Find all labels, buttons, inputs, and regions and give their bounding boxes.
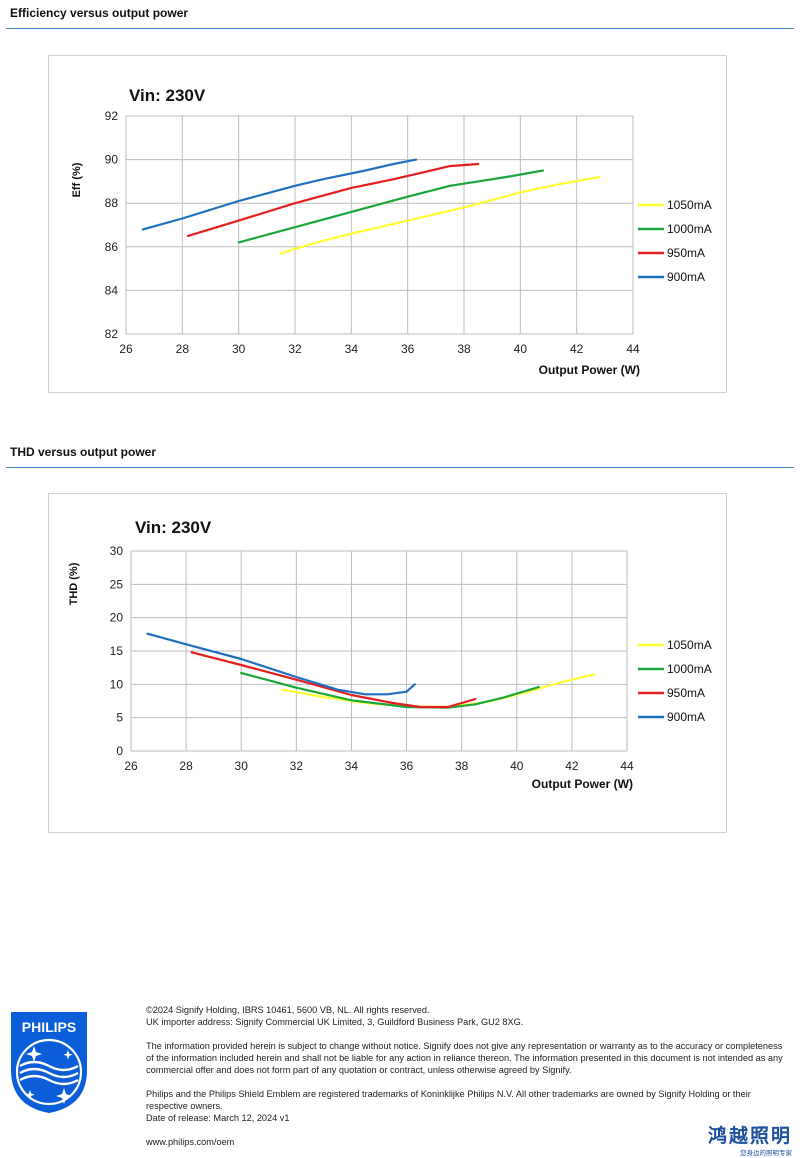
x-tick-label: 44 [620,759,634,773]
x-tick-label: 28 [179,759,193,773]
series-line-950mA [190,651,477,709]
x-tick-label: 28 [176,342,190,356]
y-tick-label: 10 [110,677,124,691]
y-tick-label: 5 [116,711,123,725]
y-axis-label: THD (%) [68,562,80,605]
section-divider [6,28,794,29]
y-tick-label: 0 [116,744,123,758]
x-tick-label: 38 [457,342,471,356]
y-tick-label: 84 [105,283,119,297]
philips-shield-icon: PHILIPS [11,1012,87,1113]
section-divider [6,467,794,468]
x-tick-label: 36 [401,342,415,356]
series-line-900mA [146,632,416,696]
svg-text:PHILIPS: PHILIPS [22,1019,76,1035]
legend-label-1050mA: 1050mA [667,638,712,652]
plot-area: 26 28 30 32 34 36 38 40 42 44 0 5 10 15 20 25 30 1050mA 10… [110,544,712,773]
x-tick-label: 44 [626,342,640,356]
series-line-950mA [186,162,480,237]
x-tick-label: 40 [514,342,528,356]
legend-label-1050mA: 1050mA [667,198,712,212]
y-tick-label: 90 [105,153,119,167]
x-tick-label: 34 [345,759,359,773]
x-tick-label: 34 [345,342,359,356]
series-line-1000mA [237,169,544,244]
y-tick-label: 92 [105,109,119,123]
release-date: Date of release: March 12, 2024 v1 [146,1113,290,1123]
y-tick-label: 20 [110,611,124,625]
chart-vin-label: Vin: 230V [129,86,206,105]
series-line-1050mA [279,175,601,255]
x-tick-label: 30 [235,759,249,773]
x-tick-label: 26 [124,759,138,773]
thd-chart-svg: Vin: 230V THD (%) Output Power (W) 26 28 3… [68,518,712,791]
x-axis-label: Output Power (W) [539,363,640,377]
chart-vin-label: Vin: 230V [135,518,212,537]
series-line-1050mA [281,673,595,709]
thd-section-title: THD versus output power [10,445,157,459]
plot-area: 26 28 30 32 34 36 38 40 42 44 82 84 86 88 90 92 1050mA 10… [105,109,712,356]
copyright-line: ©2024 Signify Holding, IBRS 10461, 5600 … [146,1005,430,1015]
x-tick-label: 30 [232,342,246,356]
thd-chart: Vin: 230V THD (%) Output Power (W) 26 28 3… [48,493,727,833]
legend-label-950mA: 950mA [667,246,705,260]
x-tick-label: 38 [455,759,469,773]
y-tick-label: 82 [105,327,119,341]
series-line-900mA [141,158,418,231]
x-tick-label: 42 [570,342,584,356]
legend-label-900mA: 900mA [667,270,705,284]
x-tick-label: 40 [510,759,524,773]
legend-label-1000mA: 1000mA [667,662,712,676]
y-axis-label: Eff (%) [71,162,83,197]
watermark-text: 鸿越照明 [707,1126,792,1147]
trademark-text: Philips and the Philips Shield Emblem ar… [146,1089,751,1111]
footer-legal: ©2024 Signify Holding, IBRS 10461, 5600 … [146,1004,791,1148]
y-tick-label: 86 [105,240,119,254]
philips-logo: PHILIPS [8,1010,90,1114]
watermark-subtext: 您身边的照明专家 [740,1150,792,1157]
y-tick-label: 15 [110,644,124,658]
efficiency-chart: Vin: 230V Eff (%) Output Power (W) 26 28 3… [48,55,727,393]
x-tick-label: 32 [288,342,302,356]
efficiency-chart-svg: Vin: 230V Eff (%) Output Power (W) 26 28 3… [71,86,712,377]
website-link[interactable]: www.philips.com/oem [146,1137,235,1147]
x-tick-label: 36 [400,759,414,773]
watermark-logo: 鸿越照明 您身边的照明专家 [707,1126,792,1158]
y-tick-label: 88 [105,196,119,210]
x-tick-label: 32 [290,759,304,773]
efficiency-section-title: Efficiency versus output power [10,6,189,20]
legend-label-1000mA: 1000mA [667,222,712,236]
disclaimer-text: The information provided herein is subje… [146,1041,783,1075]
x-tick-label: 26 [119,342,133,356]
legend-label-900mA: 900mA [667,710,705,724]
x-tick-label: 42 [565,759,579,773]
y-tick-label: 30 [110,544,124,558]
importer-line: UK importer address: Signify Commercial … [146,1017,524,1027]
y-tick-label: 25 [110,577,124,591]
x-axis-label: Output Power (W) [532,777,633,791]
legend-label-950mA: 950mA [667,686,705,700]
